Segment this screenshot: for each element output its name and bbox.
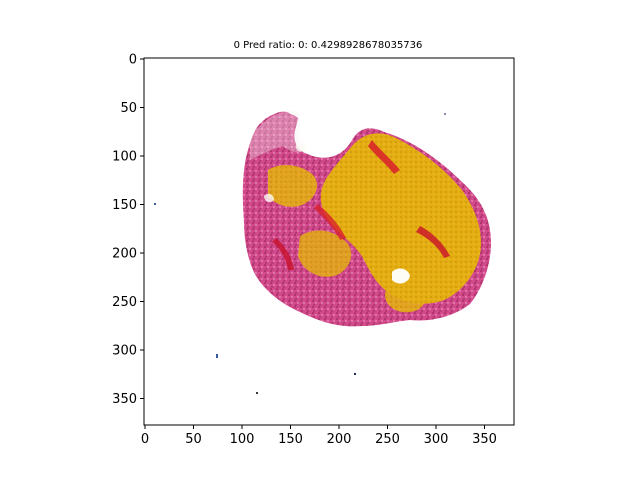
x-tick-label: 200 — [327, 432, 352, 447]
tissue-image — [242, 110, 492, 327]
y-tick-label: 200 — [112, 247, 137, 262]
y-tick-label: 350 — [112, 392, 137, 407]
y-tick-label: 300 — [112, 344, 137, 359]
x-tick-label: 100 — [230, 432, 255, 447]
image-panel — [144, 58, 514, 425]
x-tick-label: 300 — [424, 432, 449, 447]
y-tick-label: 150 — [112, 198, 137, 213]
x-tick-label: 350 — [472, 432, 497, 447]
x-tick-label: 0 — [141, 432, 149, 447]
y-tick-label: 50 — [120, 101, 137, 116]
speck-mark — [256, 392, 258, 394]
y-tick-label: 100 — [112, 150, 137, 165]
x-tick-label: 150 — [278, 432, 303, 447]
axes-frame — [143, 57, 515, 426]
speck-mark — [444, 113, 446, 115]
y-tick-label: 250 — [112, 295, 137, 310]
x-tick-label: 250 — [375, 432, 400, 447]
figure-title: 0 Pred ratio: 0: 0.4298928678035736 — [234, 40, 423, 51]
y-axis: 0 50 100 150 200 250 300 350 — [112, 53, 144, 407]
y-tick-label: 0 — [129, 53, 137, 68]
x-axis: 0 50 100 150 200 250 300 350 — [141, 425, 497, 447]
speck-mark — [354, 373, 356, 375]
speck-mark — [216, 354, 218, 358]
speck-mark — [154, 203, 156, 205]
x-tick-label: 50 — [185, 432, 202, 447]
